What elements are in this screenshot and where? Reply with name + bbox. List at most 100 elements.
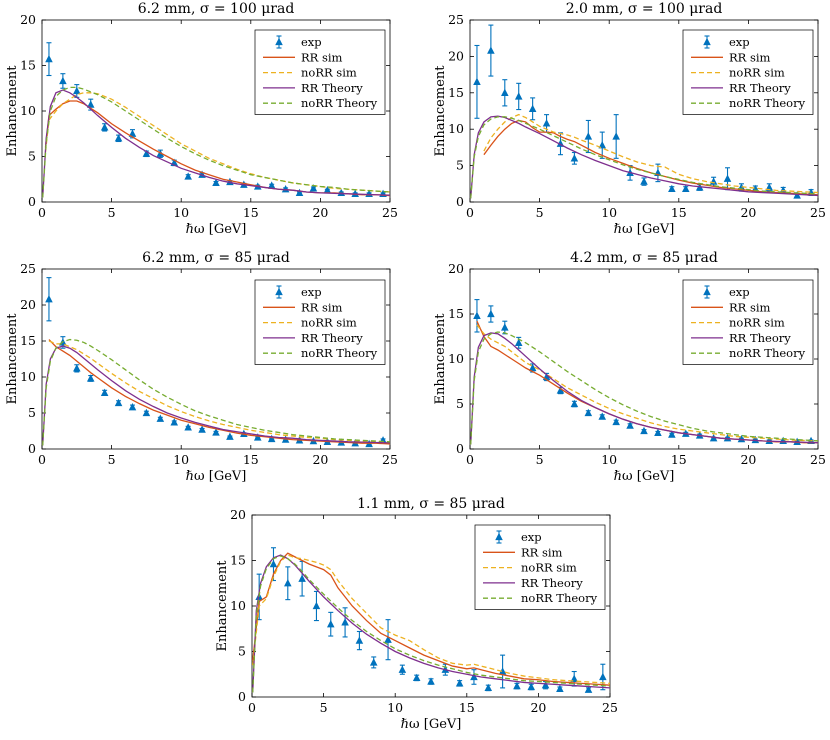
x-tick-label: 20: [312, 452, 328, 467]
data-marker: [73, 86, 81, 95]
y-tick-label: 20: [448, 48, 464, 63]
chart-panel-4: 4.2 mm, σ = 85 μrad 0 5 10 15 20 25 0 5 10 15 20 ℏω …: [433, 250, 826, 484]
x-tick-label: 10: [601, 452, 617, 467]
data-marker: [584, 685, 593, 693]
legend-label: exp: [301, 285, 322, 299]
x-tick-label: 20: [740, 205, 756, 220]
data-marker: [45, 54, 53, 63]
data-marker: [501, 323, 509, 331]
exp-point: [501, 320, 509, 335]
exp-point: [487, 305, 495, 323]
data-marker: [556, 386, 565, 394]
exp-point: [281, 185, 290, 193]
exp-point: [212, 178, 220, 187]
data-marker: [484, 683, 493, 692]
data-marker: [598, 412, 607, 420]
x-tick-label: 15: [671, 452, 687, 467]
exp-point: [295, 188, 304, 197]
legend-label: RR sim: [729, 50, 771, 64]
exp-point: [198, 425, 206, 433]
x-tick-label: 5: [536, 452, 544, 467]
y-tick-label: 20: [448, 261, 464, 276]
exp-point: [100, 388, 109, 396]
x-axis-label: ℏω [GeV]: [614, 469, 675, 484]
data-marker: [312, 601, 321, 610]
data-marker: [584, 132, 593, 140]
x-tick-label: 5: [320, 700, 328, 715]
data-marker: [384, 635, 392, 643]
data-marker: [184, 172, 192, 180]
series-line-norr-theory: [42, 338, 390, 446]
data-marker: [142, 408, 151, 417]
exp-point: [114, 134, 123, 143]
series-line-rr-sim: [252, 552, 610, 686]
y-tick-label: 0: [28, 441, 36, 456]
series-line-rr-theory: [42, 89, 390, 198]
data-marker: [640, 426, 648, 435]
legend-label: RR Theory: [729, 331, 791, 345]
data-marker: [114, 398, 123, 407]
y-tick-label: 15: [20, 333, 36, 348]
exp-point: [142, 408, 151, 417]
legend-label: RR sim: [301, 50, 343, 64]
x-tick-label: 10: [387, 700, 403, 715]
data-marker: [654, 428, 662, 436]
legend-label: noRR Theory: [301, 346, 378, 360]
data-marker: [398, 665, 407, 673]
data-marker: [598, 141, 607, 149]
exp-point: [309, 184, 318, 192]
exp-point: [312, 590, 321, 622]
data-marker: [599, 672, 607, 681]
x-tick-label: 10: [173, 205, 189, 220]
data-marker: [470, 672, 478, 681]
data-marker: [640, 177, 648, 185]
y-tick-label: 15: [20, 58, 36, 73]
y-tick-label: 20: [20, 297, 36, 312]
exp-point: [779, 436, 787, 445]
exp-point: [326, 611, 335, 637]
y-axis-label: Enhancement: [5, 313, 20, 405]
legend-label: exp: [729, 285, 750, 299]
exp-point: [253, 433, 262, 441]
exp-point: [612, 417, 620, 426]
y-tick-label: 10: [20, 103, 36, 118]
data-marker: [156, 414, 165, 422]
data-marker: [86, 100, 95, 108]
data-marker: [128, 129, 137, 137]
exp-point: [668, 184, 676, 193]
exp-point: [267, 181, 276, 189]
data-marker: [184, 423, 192, 431]
data-marker: [498, 667, 507, 675]
plot-area: [470, 24, 818, 199]
exp-point: [487, 24, 495, 77]
x-tick-label: 10: [173, 452, 189, 467]
exp-point: [556, 684, 564, 692]
exp-point: [86, 98, 95, 111]
data-marker: [570, 399, 579, 408]
x-tick-label: 0: [248, 700, 256, 715]
legend-label: noRR Theory: [729, 346, 806, 360]
data-marker: [73, 364, 81, 372]
legend-label: noRR Theory: [301, 96, 378, 110]
y-tick-label: 25: [20, 261, 36, 276]
data-marker: [212, 428, 220, 436]
y-axis-label: Enhancement: [5, 65, 20, 157]
x-tick-label: 15: [243, 452, 259, 467]
data-marker: [793, 437, 801, 445]
exp-point: [355, 630, 364, 651]
data-marker: [668, 430, 676, 438]
exp-point: [681, 184, 690, 193]
x-tick-label: 0: [466, 452, 474, 467]
exp-point: [723, 167, 732, 191]
exp-point: [584, 408, 593, 417]
exp-point: [398, 664, 407, 675]
y-tick-label: 0: [456, 194, 464, 209]
x-tick-label: 15: [243, 205, 259, 220]
data-marker: [501, 88, 509, 96]
exp-point: [156, 414, 165, 422]
data-marker: [737, 434, 746, 443]
data-marker: [281, 185, 290, 193]
y-tick-label: 5: [28, 405, 36, 420]
